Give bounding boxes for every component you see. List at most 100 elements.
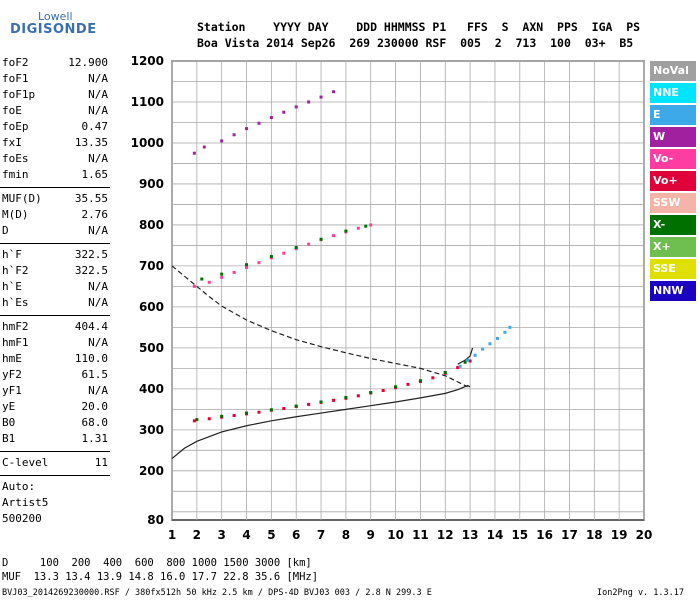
param-row: h`E N/A: [2, 280, 108, 298]
param-value: 322.5: [74, 264, 108, 277]
echo-point: [192, 419, 196, 423]
echo-point: [220, 272, 224, 276]
x-tick-label: 13: [462, 528, 479, 542]
echo-point: [220, 275, 224, 279]
param-name: D: [2, 224, 9, 237]
param-value: N/A: [88, 88, 108, 101]
echo-point: [443, 370, 447, 374]
legend-item: SSE: [650, 259, 696, 279]
echo-point: [356, 394, 360, 398]
echo-point: [319, 400, 323, 404]
param-row: foF1 N/A: [2, 72, 108, 90]
param-name: fxI: [2, 136, 22, 149]
param-name: h`E: [2, 280, 22, 293]
echo-point: [294, 105, 298, 109]
logo-digisonde: DIGISONDE: [10, 22, 97, 37]
echo-point: [463, 360, 467, 364]
param-name: h`F: [2, 248, 22, 261]
legend-item: Vo+: [650, 171, 696, 191]
legend-item: Vo-: [650, 149, 696, 169]
echo-point: [431, 376, 435, 380]
param-row: D N/A: [2, 224, 108, 242]
echo-point: [344, 395, 348, 399]
y-tick-label: 600: [139, 300, 164, 314]
echo-point: [468, 359, 472, 363]
x-tick-label: 7: [317, 528, 325, 542]
y-tick-labels: 80 200 300 400 500 600 700 800 900 1000 1100 1200: [131, 54, 164, 527]
echo-point: [245, 411, 249, 415]
echo-point: [257, 121, 261, 125]
legend-item: W: [650, 127, 696, 147]
y-tick-label: 500: [139, 341, 164, 355]
param-name: hmE: [2, 352, 22, 365]
legend-item: NNW: [650, 281, 696, 301]
param-row: h`F 322.5: [2, 248, 108, 266]
param-value: N/A: [88, 296, 108, 309]
x-tick-label: 12: [437, 528, 454, 542]
echo-point: [369, 223, 373, 227]
echo-point: [356, 226, 360, 230]
echo-point: [245, 127, 249, 131]
param-name: foE: [2, 104, 22, 117]
echo-point: [331, 398, 335, 402]
echo-point: [192, 284, 196, 288]
legend-item: NNE: [650, 83, 696, 103]
echo-point: [458, 364, 462, 368]
echo-point: [220, 139, 224, 143]
y-tick-label: 200: [139, 464, 164, 478]
param-value: 68.0: [81, 416, 109, 429]
param-separator: [0, 243, 110, 244]
param-row: fmin 1.65: [2, 168, 108, 186]
param-name: yE: [2, 400, 16, 413]
y-tick-label: 1100: [131, 95, 164, 109]
param-value: 110.0: [74, 352, 108, 365]
profile-line-upper: [457, 347, 474, 365]
echo-point: [331, 90, 335, 94]
x-tick-labels: 1 2 3 4 5 6 7 8 9 10 11 12 13 14 15 16 17 18 19 20: [168, 528, 653, 542]
param-row: hmF2 404.4: [2, 320, 108, 338]
param-name: yF1: [2, 384, 22, 397]
echo-point: [456, 366, 460, 370]
echo-point: [269, 408, 273, 412]
param-value: 2.76: [81, 208, 109, 221]
param-name: foEs: [2, 152, 29, 165]
param-value: 13.35: [74, 136, 108, 149]
autoscaling-text: Auto:: [2, 480, 36, 493]
legend-item: X-: [650, 215, 696, 235]
echo-point: [466, 358, 470, 362]
echo-point: [232, 270, 236, 274]
x-tick-label: 2: [193, 528, 201, 542]
echo-point: [406, 382, 410, 386]
y-tick-label: 300: [139, 423, 164, 437]
legend-item: X+: [650, 237, 696, 257]
footer-fileinfo: BVJ03_2014269230000.RSF / 380fx512h 50 k…: [2, 588, 432, 598]
echo-point: [319, 95, 323, 99]
param-value: 1.65: [81, 168, 109, 181]
echo-point: [307, 100, 311, 104]
echo-point: [508, 325, 512, 329]
param-name: foEp: [2, 120, 29, 133]
x-tick-label: 5: [267, 528, 275, 542]
param-value: N/A: [88, 336, 108, 349]
param-value: N/A: [88, 384, 108, 397]
echo-point: [369, 391, 373, 395]
echo-point: [282, 407, 286, 411]
parameter-panel: foF2 12.900 foF1 N/A foF1p N/A foE N/A foEp 0.47 f…: [0, 56, 112, 536]
x-tick-label: 6: [292, 528, 300, 542]
x-tick-label: 9: [367, 528, 375, 542]
param-row: MUF(D) 35.55: [2, 192, 108, 210]
echo-point: [192, 151, 196, 155]
param-name: foF1: [2, 72, 29, 85]
param-separator: [0, 187, 110, 188]
echo-point: [232, 133, 236, 137]
param-value: 12.900: [68, 56, 108, 69]
param-name: B1: [2, 432, 16, 445]
x-tick-label: 3: [218, 528, 226, 542]
param-name: M(D): [2, 208, 29, 221]
param-separator: [0, 451, 110, 452]
param-row: yF2 61.5: [2, 368, 108, 386]
param-row: M(D) 2.76: [2, 208, 108, 226]
param-value: 1.31: [81, 432, 109, 445]
x-tick-label: 16: [536, 528, 553, 542]
echo-point: [245, 263, 249, 267]
